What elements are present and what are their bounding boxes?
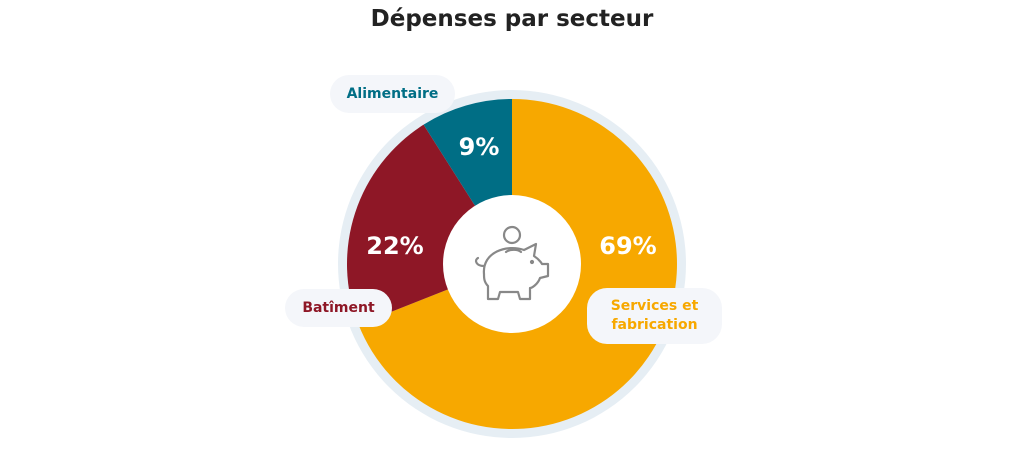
slice-label-text: Batîment (302, 299, 375, 316)
legend-label-alimentaire: Alimentaire (330, 75, 455, 113)
chart-title: Dépenses par secteur (370, 6, 654, 32)
slice-value-label: 9% (459, 133, 500, 161)
piggy-bank-icon (474, 225, 550, 301)
slice-label-text: Alimentaire (346, 85, 439, 102)
slice-label-text: Services et fabrication (610, 298, 699, 333)
legend-label-batiment: Batîment (285, 289, 392, 327)
slice-value-label: 69% (599, 232, 656, 260)
legend-label-services: Services et fabrication (587, 288, 722, 344)
donut-hole (443, 195, 581, 333)
slice-value-label: 22% (366, 232, 423, 260)
